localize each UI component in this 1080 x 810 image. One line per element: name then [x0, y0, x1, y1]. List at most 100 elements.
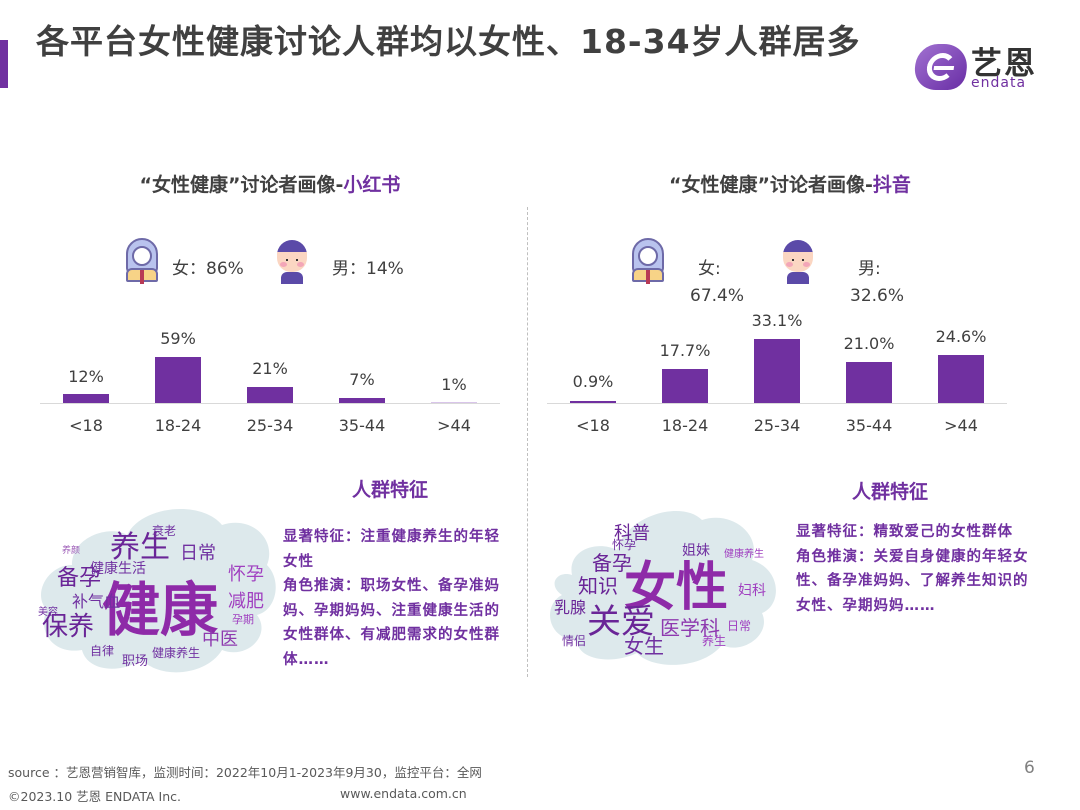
boy-avatar-icon [272, 238, 312, 284]
age-bar-chart: 12% 59% 21% 7% 1% [40, 293, 500, 404]
bar-value: 7% [349, 370, 375, 389]
bar-value: 12% [68, 367, 104, 386]
bar-group: 0.9% [547, 293, 639, 403]
bar [155, 357, 201, 403]
bar [63, 394, 109, 403]
svg-text:自律: 自律 [90, 644, 114, 658]
girl-avatar-icon [122, 238, 162, 284]
word-cloud-image: 健康 养生 日常 备孕 保养 补气血 健康生活 怀孕 减肥 中医 职场 健康养生… [38, 508, 276, 673]
page-number: 6 [1024, 758, 1035, 778]
girl-avatar-icon [628, 238, 668, 284]
svg-text:健康养生: 健康养生 [152, 645, 200, 660]
bar-value: 59% [160, 329, 196, 348]
features-line-2: 角色推演：职场女性、备孕准妈妈、孕期妈妈、注重健康生活的女性群体、有减肥需求的女… [283, 578, 500, 668]
svg-text:医学科: 医学科 [660, 616, 720, 640]
svg-text:怀孕: 怀孕 [612, 538, 636, 552]
x-tick-label: <18 [69, 416, 103, 435]
svg-text:姐妹: 姐妹 [682, 543, 710, 559]
panel-divider [527, 207, 528, 677]
x-tick-label: 35-44 [845, 416, 893, 435]
bar [846, 362, 892, 403]
features-title: 人群特征 [851, 481, 928, 503]
svg-text:备孕: 备孕 [57, 566, 101, 591]
bar-value: 24.6% [935, 327, 987, 346]
bar-value: 1% [441, 375, 467, 394]
features-text: 显著特征：精致爱己的女性群体 角色推演：关爱自身健康的年轻女性、备孕准妈妈、了解… [796, 520, 1031, 618]
svg-text:中医: 中医 [202, 629, 238, 650]
svg-text:养颜: 养颜 [62, 544, 80, 556]
svg-text:日常: 日常 [180, 543, 216, 564]
title-accent-bar [0, 40, 8, 88]
features-text: 显著特征：注重健康养生的年轻女性 角色推演：职场女性、备孕准妈妈、孕期妈妈、注重… [283, 525, 515, 672]
platform-name: 小红书 [343, 174, 401, 196]
bar-group: 24.6% [915, 293, 1007, 403]
age-bar-chart: 0.9% 17.7% 33.1% 21.0% 24.6% [547, 293, 1007, 404]
bar-group: 1% [408, 293, 500, 403]
panel-title-prefix: “女性健康”讨论者画像- [139, 174, 344, 196]
svg-text:补气血: 补气血 [72, 592, 120, 611]
footer-copyright: ©2023.10 艺恩 ENDATA Inc. [8, 789, 182, 804]
bar-value: 0.9% [572, 372, 614, 391]
page-title: 各平台女性健康讨论人群均以女性、18-34岁人群居多 [36, 22, 861, 61]
features-title: 人群特征 [351, 479, 428, 501]
x-axis [547, 403, 1007, 404]
bar-group: 21% [224, 293, 316, 403]
panel-title: “女性健康”讨论者画像-小红书 [30, 170, 510, 197]
bar [754, 339, 800, 403]
svg-text:孕期: 孕期 [232, 613, 254, 626]
bar-value: 33.1% [751, 311, 803, 330]
x-tick-label: 25-34 [753, 416, 801, 435]
svg-text:关爱: 关爱 [587, 602, 655, 642]
bar-group: 33.1% [731, 293, 823, 403]
bar-group: 59% [132, 293, 224, 403]
bar [570, 401, 616, 403]
svg-text:保养: 保养 [42, 612, 94, 642]
footer-source: source ：艺恩营销智库，监测时间：2022年10月1-2023年9月30，… [8, 765, 482, 780]
svg-text:怀孕: 怀孕 [228, 564, 264, 585]
bar [938, 355, 984, 403]
female-share: 女：86% [172, 259, 244, 279]
features-line-2: 角色推演：关爱自身健康的年轻女性、备孕准妈妈、了解养生知识的女性、孕期妈妈…… [796, 548, 1029, 614]
male-share: 男：14% [332, 259, 404, 279]
panel-title: “女性健康”讨论者画像-抖音 [550, 170, 1030, 197]
word-cloud-image: 女性 关爱 医学科 女生 科普 备孕 知识 乳腺 情侣 怀孕 姐妹 妇科 健康养… [550, 511, 776, 665]
svg-text:健康养生: 健康养生 [724, 547, 764, 560]
svg-text:女性: 女性 [624, 558, 728, 618]
svg-text:美容: 美容 [38, 605, 58, 618]
x-tick-label: 35-44 [338, 416, 386, 435]
bar [247, 387, 293, 403]
svg-text:养生: 养生 [702, 633, 726, 648]
svg-text:衰老: 衰老 [152, 523, 176, 538]
svg-text:养生: 养生 [110, 530, 170, 565]
x-tick-label: 18-24 [661, 416, 709, 435]
svg-text:日常: 日常 [727, 619, 751, 633]
x-tick-label: >44 [944, 416, 978, 435]
svg-text:知识: 知识 [578, 574, 618, 598]
x-axis [40, 403, 500, 404]
bar-value: 21% [252, 359, 288, 378]
features-line-1: 显著特征：注重健康养生的年轻女性 [283, 529, 500, 570]
svg-text:科普: 科普 [614, 523, 650, 544]
footer-url[interactable]: www.endata.com.cn [340, 786, 467, 801]
svg-text:健康生活: 健康生活 [90, 560, 146, 577]
endata-logo: 艺恩 endata [911, 42, 1045, 94]
svg-text:健康: 健康 [102, 576, 218, 644]
svg-text:妇科: 妇科 [738, 582, 766, 599]
x-tick-label: <18 [576, 416, 610, 435]
bar-group: 7% [316, 293, 408, 403]
platform-name: 抖音 [872, 174, 911, 196]
logo-cn-text: 艺恩 [971, 46, 1037, 82]
svg-text:乳腺: 乳腺 [554, 598, 586, 617]
x-tick-label: 25-34 [246, 416, 294, 435]
female-share: 67.4% [690, 286, 745, 306]
bar-group: 12% [40, 293, 132, 403]
svg-text:女生: 女生 [624, 634, 664, 658]
panel-douyin: “女性健康”讨论者画像-抖音 女: 67.4% 男: 32.6% 0.9% 17… [540, 0, 1040, 760]
features-line-1: 显著特征：精致爱己的女性群体 [796, 524, 1013, 540]
male-share: 32.6% [850, 286, 905, 306]
female-label: 女: [698, 259, 721, 279]
logo-en-text: endata [971, 75, 1027, 91]
svg-text:减肥: 减肥 [228, 591, 264, 612]
bar [339, 398, 385, 403]
panel-title-prefix: “女性健康”讨论者画像- [669, 174, 873, 196]
